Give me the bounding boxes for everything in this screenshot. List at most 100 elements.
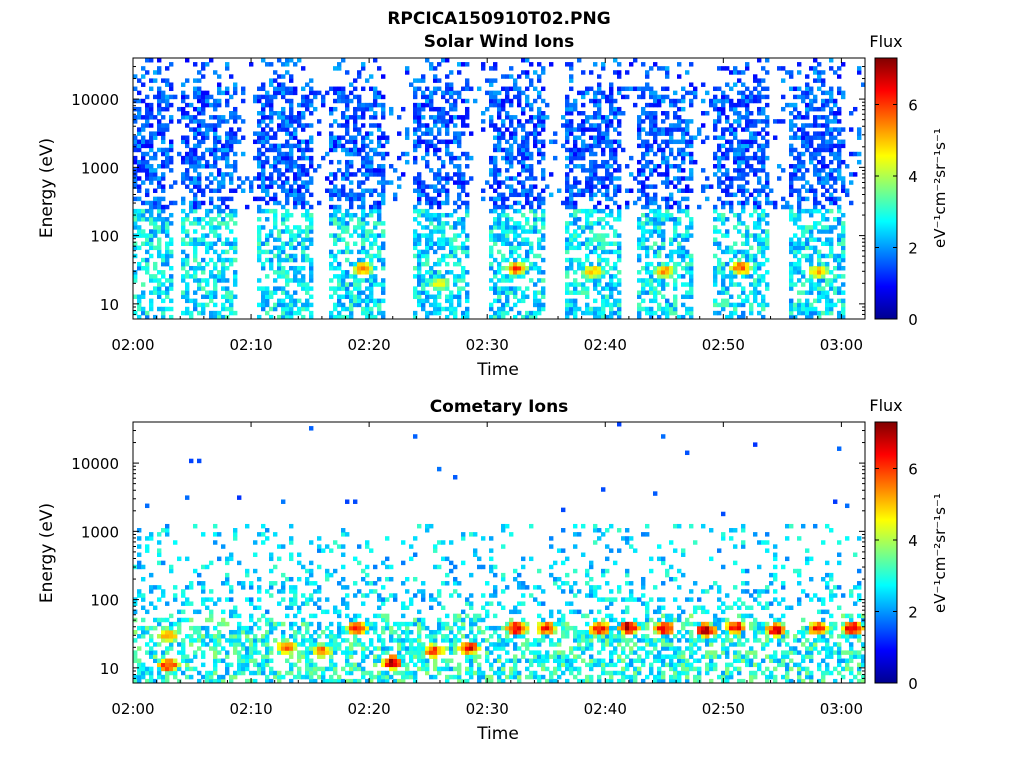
heatmap-cell bbox=[521, 258, 525, 262]
heatmap-cell bbox=[781, 66, 785, 70]
heatmap-cell bbox=[429, 282, 433, 286]
heatmap-cell bbox=[489, 168, 493, 172]
heatmap-cell bbox=[789, 111, 793, 115]
heatmap-cell bbox=[149, 58, 153, 62]
heatmap-cell bbox=[425, 278, 429, 282]
heatmap-cell bbox=[441, 221, 445, 225]
heatmap-cell bbox=[369, 131, 373, 135]
heatmap-cell bbox=[377, 311, 381, 315]
heatmap-cell bbox=[673, 295, 677, 299]
heatmap-cell bbox=[229, 229, 233, 233]
heatmap-cell bbox=[137, 663, 141, 667]
heatmap-cell bbox=[725, 156, 729, 160]
heatmap-cell bbox=[361, 213, 365, 217]
heatmap-cell bbox=[585, 180, 589, 184]
heatmap-cell bbox=[729, 70, 733, 74]
heatmap-cell bbox=[465, 246, 469, 250]
heatmap-cell bbox=[825, 172, 829, 176]
heatmap-cell bbox=[581, 140, 585, 144]
heatmap-cell bbox=[565, 95, 569, 99]
heatmap-cell bbox=[345, 270, 349, 274]
heatmap-cell bbox=[817, 152, 821, 156]
heatmap-cell bbox=[341, 278, 345, 282]
heatmap-cell bbox=[533, 135, 537, 139]
heatmap-cell bbox=[721, 164, 725, 168]
heatmap-cell bbox=[229, 144, 233, 148]
heatmap-cell bbox=[645, 144, 649, 148]
heatmap-cell bbox=[757, 274, 761, 278]
heatmap-cell bbox=[657, 144, 661, 148]
heatmap-cell bbox=[813, 205, 817, 209]
heatmap-cell bbox=[257, 111, 261, 115]
heatmap-cell bbox=[673, 266, 677, 270]
heatmap-cell bbox=[541, 99, 545, 103]
heatmap-cell bbox=[437, 168, 441, 172]
heatmap-cell bbox=[821, 278, 825, 282]
heatmap-cell bbox=[521, 189, 525, 193]
heatmap-cell bbox=[729, 99, 733, 103]
heatmap-cell bbox=[573, 221, 577, 225]
heatmap-cell bbox=[205, 135, 209, 139]
heatmap-cell bbox=[213, 135, 217, 139]
heatmap-cell bbox=[433, 286, 437, 290]
x-tick-label: 02:30 bbox=[466, 336, 509, 354]
heatmap-cell bbox=[437, 193, 441, 197]
heatmap-cell bbox=[361, 140, 365, 144]
heatmap-cell bbox=[329, 221, 333, 225]
heatmap-cell bbox=[813, 107, 817, 111]
heatmap-cell bbox=[857, 152, 861, 156]
heatmap-cell bbox=[225, 213, 229, 217]
heatmap-cell bbox=[729, 258, 733, 262]
heatmap-cell bbox=[821, 107, 825, 111]
heatmap-cell bbox=[289, 311, 293, 315]
heatmap-cell bbox=[601, 66, 605, 70]
heatmap-cell bbox=[837, 160, 841, 164]
heatmap-cell bbox=[817, 250, 821, 254]
heatmap-cell bbox=[261, 209, 265, 213]
heatmap-cell bbox=[641, 229, 645, 233]
heatmap-cell bbox=[809, 103, 813, 107]
heatmap-cell bbox=[533, 184, 537, 188]
heatmap-cell bbox=[201, 103, 205, 107]
heatmap-cell bbox=[573, 290, 577, 294]
heatmap-cell bbox=[509, 189, 513, 193]
heatmap-cell bbox=[829, 209, 833, 213]
heatmap-cell bbox=[197, 95, 201, 99]
heatmap-cell bbox=[381, 152, 385, 156]
heatmap-cell bbox=[137, 262, 141, 266]
heatmap-cell bbox=[737, 258, 741, 262]
heatmap-cell bbox=[161, 131, 165, 135]
heatmap-cell bbox=[141, 123, 145, 127]
heatmap-cell bbox=[297, 299, 301, 303]
heatmap-cell bbox=[241, 91, 245, 95]
heatmap-cell bbox=[445, 282, 449, 286]
heatmap-cell bbox=[577, 246, 581, 250]
heatmap-cell bbox=[501, 103, 505, 107]
heatmap-cell bbox=[689, 254, 693, 258]
heatmap-cell bbox=[765, 270, 769, 274]
heatmap-cell bbox=[341, 303, 345, 307]
heatmap-cell bbox=[653, 254, 657, 258]
heatmap-cell bbox=[505, 140, 509, 144]
heatmap-cell bbox=[629, 156, 633, 160]
heatmap-cell bbox=[665, 127, 669, 131]
heatmap-cell bbox=[409, 82, 413, 86]
heatmap-cell bbox=[521, 123, 525, 127]
heatmap-cell bbox=[533, 303, 537, 307]
heatmap-cell bbox=[353, 87, 357, 91]
heatmap-cell bbox=[313, 107, 317, 111]
heatmap-cell bbox=[205, 209, 209, 213]
heatmap-cell bbox=[153, 266, 157, 270]
heatmap-cell bbox=[341, 221, 345, 225]
heatmap-cell bbox=[345, 164, 349, 168]
heatmap-cell bbox=[677, 99, 681, 103]
heatmap-cell bbox=[357, 74, 361, 78]
heatmap-cell bbox=[713, 107, 717, 111]
heatmap-cell bbox=[501, 193, 505, 197]
heatmap-cell bbox=[269, 115, 273, 119]
heatmap-cell bbox=[601, 184, 605, 188]
heatmap-cell bbox=[833, 111, 837, 115]
heatmap-cell bbox=[649, 91, 653, 95]
heatmap-cell bbox=[533, 209, 537, 213]
heatmap-cell bbox=[209, 172, 213, 176]
